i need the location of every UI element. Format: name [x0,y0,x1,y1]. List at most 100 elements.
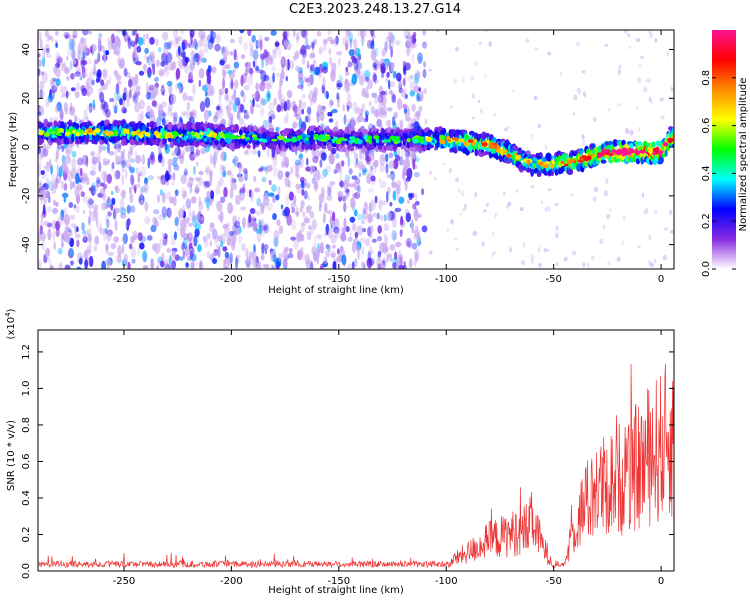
spectrogram-noise-cell [332,244,336,249]
spectrogram-ridge-core [652,150,656,156]
spectrogram-noise-cell [103,53,107,64]
spectrogram-noise-cell [132,30,137,36]
spectrogram-noise-cell [47,248,50,257]
spectrogram-noise-cell [194,228,200,238]
spectrogram-noise-cell [74,233,81,239]
spectrogram-noise-cell [653,258,657,263]
spectrogram-noise-cell [543,247,548,253]
spectrogram-noise-cell [40,143,45,155]
spectrogram-noise-cell [88,187,95,192]
spectrogram-noise-cell [491,231,495,237]
spectrogram-noise-cell [285,59,289,72]
spectrogram-noise-cell [395,184,401,195]
spectrogram-noise-cell [381,256,388,266]
spectrogram-noise-cell [161,232,166,239]
spectrogram-noise-cell [268,179,272,186]
spectrogram-noise-cell [377,94,384,103]
spectrogram-noise-cell [436,30,439,33]
spectrogram-noise-cell [117,56,122,66]
spectrogram-ridge-core [125,128,129,133]
spectrogram-noise-cell [131,176,135,187]
spectrogram-noise-cell [621,240,624,246]
spectrogram-noise-cell [53,199,56,206]
spectrogram-noise-cell [328,48,332,55]
spectrogram-noise-cell [392,232,397,241]
spectrogram-noise-cell [38,68,41,76]
spectrogram-noise-cell [40,212,44,218]
spectrogram-noise-cell [359,164,366,170]
spectrogram-noise-cell [322,38,328,46]
spectrogram-noise-cell [204,97,211,108]
spectrogram-noise-cell [416,70,421,80]
spectrogram-noise-cell [319,263,324,269]
spectrogram-noise-cell [158,69,165,77]
spectrogram-noise-cell [216,111,219,118]
spectrogram-noise-cell [511,89,515,93]
spectrogram-ridge-cell [362,128,369,137]
spectrogram-noise-cell [618,68,621,76]
spectrogram-noise-cell [412,31,417,38]
spectrogram-noise-cell [618,64,622,69]
spectrogram-noise-cell [381,50,386,58]
spectrogram-noise-cell [348,183,355,188]
spectrogram-noise-cell [95,176,101,188]
spectrogram-noise-cell [186,232,193,242]
spectrogram-ridge-core [140,130,147,135]
x-tick-label: -50 [546,274,562,285]
spectrogram-noise-cell [250,189,254,202]
spectrogram-noise-cell [294,168,299,177]
spectrogram-ridge-core [262,138,268,143]
spectrogram-noise-cell [245,110,250,120]
spectrogram-noise-cell [180,174,187,185]
spectrogram-noise-cell [298,99,302,109]
spectrogram-ridge-cell [235,124,239,133]
spectrogram-noise-cell [45,161,50,166]
spectrogram-noise-cell [183,171,188,176]
spectrogram-noise-cell [210,66,217,73]
spectrogram-noise-cell [91,159,97,171]
spectrogram-noise-cell [308,90,314,102]
spectrogram-noise-cell [184,243,187,250]
spectrogram-noise-cell [86,104,91,111]
spectrogram-noise-cell [336,100,341,108]
spectrogram-ridge-core [406,138,411,143]
spectrogram-noise-cell [94,157,101,163]
spectrogram-noise-cell [164,260,169,269]
spectrogram-noise-cell [355,106,361,115]
spectrogram-noise-cell [404,157,410,170]
spectrogram-ridge-core [628,149,635,153]
spectrogram-noise-cell [51,90,55,101]
spectrogram-noise-cell [144,216,151,225]
spectrogram-noise-cell [258,167,264,172]
spectrogram-noise-cell [129,89,132,99]
spectrogram-noise-cell [188,42,191,49]
spectrogram-noise-cell [281,161,285,168]
spectrogram-noise-cell [277,170,284,180]
spectrogram-noise-cell [286,30,290,38]
spectrogram-noise-cell [415,110,421,118]
spectrogram-noise-cell [243,85,250,91]
spectrogram-noise-cell [279,78,282,91]
spectrogram-noise-cell [547,51,552,56]
spectrogram-noise-cell [353,223,357,232]
spectrogram-ridge-cell [658,156,664,165]
spectrogram-noise-cell [370,30,375,37]
spectrogram-noise-cell [54,62,60,69]
spectrogram-noise-cell [137,174,141,184]
spectrogram-noise-cell [70,223,77,229]
spectrogram-noise-cell [666,50,669,58]
spectrogram-noise-cell [190,254,195,262]
spectrogram-noise-cell [186,256,192,262]
spectrogram-noise-cell [389,201,393,207]
spectrogram-noise-cell [55,228,60,238]
spectrogram-noise-cell [298,77,301,84]
spectrogram-noise-cell [413,111,419,124]
spectrogram-noise-cell [130,174,134,185]
spectrogram-noise-cell [177,45,181,56]
spectrogram-noise-cell [104,171,108,183]
spectrogram-noise-cell [341,227,346,235]
spectrogram-noise-cell [320,246,325,254]
spectrogram-ridge-core [78,129,85,134]
spectrogram-noise-cell [547,205,552,212]
